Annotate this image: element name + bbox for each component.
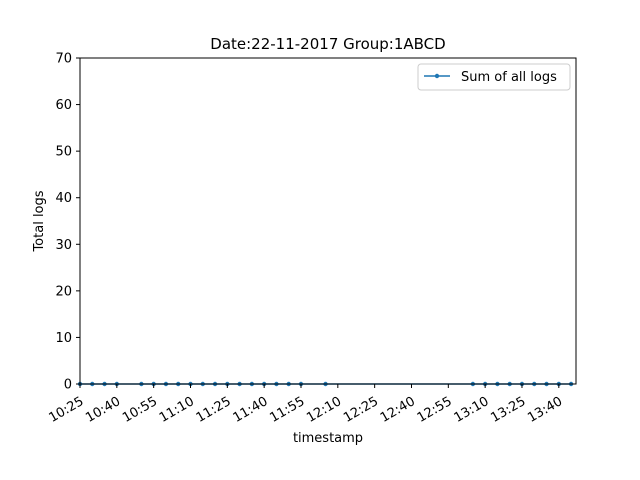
x-tick-label: 10:40 bbox=[83, 394, 123, 426]
y-axis-label: Total logs bbox=[32, 190, 47, 252]
x-axis-label: timestamp bbox=[293, 431, 363, 446]
y-tick-label: 30 bbox=[55, 238, 72, 253]
x-tick-label: 13:25 bbox=[488, 394, 528, 426]
y-tick-label: 70 bbox=[55, 52, 72, 67]
x-tick-label: 13:10 bbox=[452, 394, 492, 426]
plot-area bbox=[80, 58, 576, 384]
legend-box bbox=[417, 63, 571, 91]
x-tick-label: 13:40 bbox=[525, 394, 565, 426]
plot-frame bbox=[79, 57, 577, 385]
x-tick-label: 12:10 bbox=[304, 394, 344, 426]
y-tick-label: 40 bbox=[55, 191, 72, 206]
y-tick-label: 0 bbox=[64, 378, 72, 393]
x-tick-label: 11:55 bbox=[267, 394, 307, 426]
legend-marker-swatch bbox=[434, 73, 440, 79]
legend: Sum of all logs bbox=[417, 63, 571, 91]
x-tick-label: 12:25 bbox=[341, 394, 381, 426]
x-tick-label: 10:25 bbox=[46, 394, 86, 426]
x-tick-label: 11:25 bbox=[194, 394, 234, 426]
x-tick-label: 11:40 bbox=[231, 394, 271, 426]
x-tick-label: 12:40 bbox=[378, 394, 418, 426]
y-tick-label: 50 bbox=[55, 145, 72, 160]
y-tick-label: 10 bbox=[55, 331, 72, 346]
y-tick-label: 20 bbox=[55, 284, 72, 299]
x-tick-label: 12:55 bbox=[415, 394, 455, 426]
chart-title: Date:22-11-2017 Group:1ABCD bbox=[210, 35, 445, 53]
legend-label: Sum of all logs bbox=[461, 70, 557, 85]
x-tick-label: 10:55 bbox=[120, 394, 160, 426]
y-tick-label: 60 bbox=[55, 98, 72, 113]
x-tick-label: 11:10 bbox=[157, 394, 197, 426]
